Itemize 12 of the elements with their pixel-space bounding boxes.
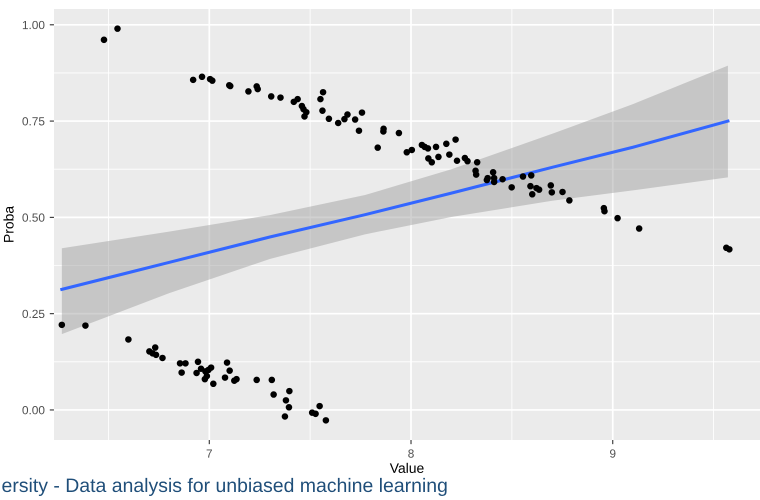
x-tick-label: 9 (610, 449, 616, 458)
x-axis-title: Value (390, 462, 424, 474)
x-tick-label: 7 (206, 449, 212, 458)
y-tick-label: 1.00 (22, 20, 44, 30)
x-tick-label: 8 (408, 449, 414, 458)
y-tick-label: 0.00 (22, 406, 44, 414)
text: ersity - Data analysis for unbiased machine learning (2, 478, 447, 496)
y-tick-label: 0.25 (22, 310, 44, 318)
line-series (60, 120, 730, 291)
y-axis-title: Proba (3, 206, 14, 242)
y-tick-label: 0.75 (22, 117, 44, 126)
y-tick-label: 0.50 (22, 213, 44, 222)
